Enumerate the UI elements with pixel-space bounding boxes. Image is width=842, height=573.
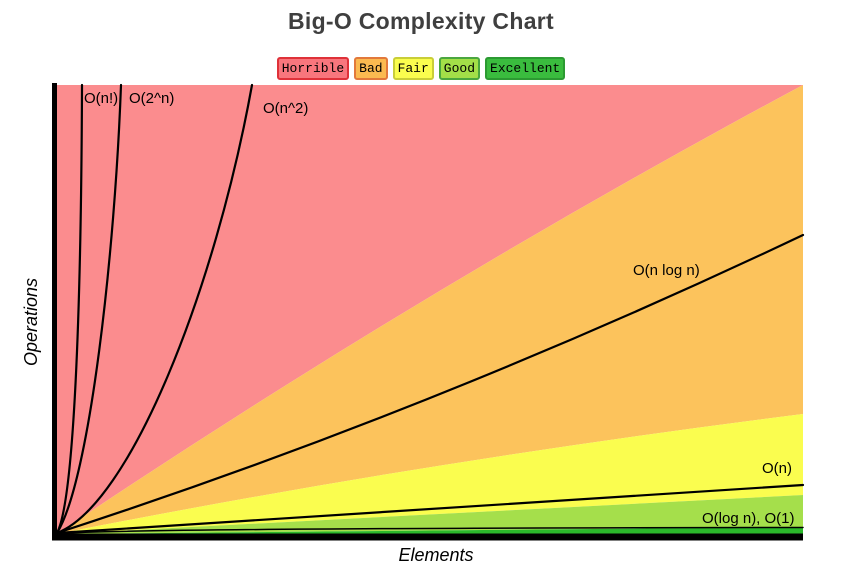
curve-layer — [55, 83, 805, 535]
legend-badge-horrible: Horrible — [276, 57, 350, 80]
region-layer — [57, 85, 803, 534]
curve-label-n-squared: O(n^2) — [263, 100, 309, 117]
curve-n-squared — [55, 83, 254, 535]
legend-badge-good: Good — [438, 57, 481, 80]
region-excellent — [57, 527, 803, 534]
curve-n-factorial — [55, 83, 84, 535]
legend-badge-excellent: Excellent — [485, 57, 566, 80]
legend-badge-fair: Fair — [392, 57, 434, 80]
curve-label-2-power-n: O(2^n) — [129, 90, 175, 107]
curve-label-n: O(n) — [762, 460, 792, 477]
curve-n-log-n — [55, 233, 805, 535]
legend: Horrible Bad Fair Good Excellent — [0, 57, 842, 80]
y-axis-label: Operations — [21, 277, 41, 367]
region-fair — [57, 414, 803, 534]
region-bad — [57, 85, 803, 534]
curve-label-n-factorial: O(n!) — [84, 90, 119, 107]
region-horrible — [57, 85, 803, 534]
chart-title: Big-O Complexity Chart — [287, 8, 554, 34]
curve-n — [55, 483, 805, 535]
curve-2-power-n — [55, 83, 123, 535]
curve-label-log-n-1: O(log n), O(1) — [702, 510, 795, 527]
curve-label-n-log-n: O(n log n) — [633, 262, 700, 279]
legend-badge-bad: Bad — [354, 57, 388, 80]
x-axis-label: Elements — [398, 545, 474, 565]
region-good — [57, 495, 803, 534]
curve-log-n — [56, 526, 804, 535]
